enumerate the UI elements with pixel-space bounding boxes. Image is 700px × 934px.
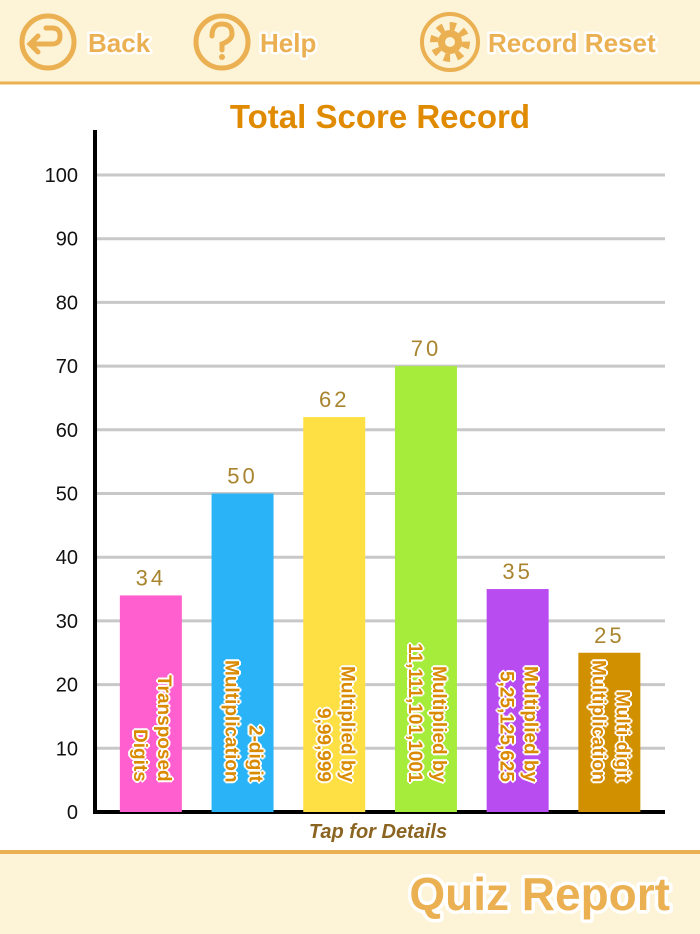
category-label: Multiplied by 9,99,999 [312,665,358,782]
category-label: 2-digit Multiplication [220,659,266,782]
gear-teeth [430,22,470,62]
value-label: 34 [136,565,166,590]
chart-title: Total Score Record [230,98,530,135]
plot: 0 10 20 30 40 50 60 70 80 90 100 34 50 62 70 35 25 [45,130,665,824]
category-label: Multiplied by 5,25,125,625 [495,665,541,782]
back-label: Back [88,28,151,58]
help-glyph [209,21,235,53]
y-tick-label: 0 [67,802,78,824]
help-label: Help [260,28,316,58]
value-label: 50 [227,464,257,489]
category-label: Transposed Digits [128,675,174,782]
category-label: Multi-digit Multiplication [587,659,633,782]
reset-button[interactable]: Record Reset [420,12,658,72]
value-label: 25 [594,623,624,648]
help-button[interactable]: Help [193,13,319,71]
bar [303,417,366,812]
bar [119,595,182,812]
value-label: 70 [411,336,441,361]
y-tick-label: 70 [56,356,78,378]
back-arrow [26,25,63,55]
x-axis-label: Tap for Details [309,821,447,843]
footer-title: Quiz Report [409,868,670,920]
bar [394,366,457,812]
gear-hole [445,37,455,47]
toolbar [0,0,700,82]
back-button[interactable]: Back [19,13,153,71]
y-tick-label: 50 [56,484,78,506]
bar [578,652,641,812]
category-label: Multiplied by 11,111,101,1001 [403,642,449,783]
help-dot [219,54,225,60]
value-label: 35 [502,559,532,584]
bar [486,589,549,812]
y-tick-label: 80 [56,292,78,314]
y-tick-label: 20 [56,675,78,697]
bar [211,493,274,812]
footer [0,852,700,934]
y-tick-label: 30 [56,611,78,633]
y-tick-label: 90 [56,229,78,251]
y-tick-label: 40 [56,547,78,569]
value-label: 62 [319,387,349,412]
y-tick-label: 60 [56,420,78,442]
y-tick-label: 100 [45,165,78,187]
y-tick-label: 10 [56,738,78,760]
reset-label: Record Reset [488,28,656,58]
